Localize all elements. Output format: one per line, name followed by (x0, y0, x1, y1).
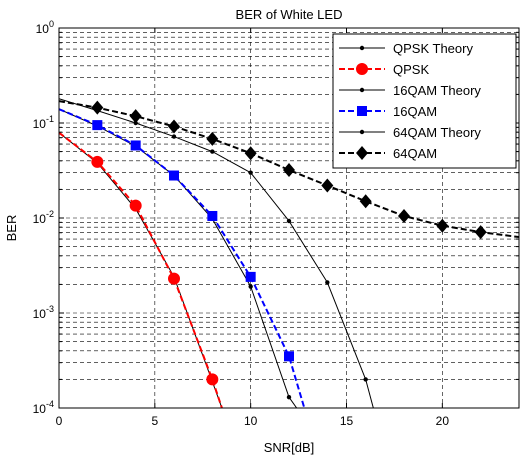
legend-item-64qam-point (356, 146, 368, 160)
series-64qam-theory-point (363, 377, 368, 382)
y-tick-label: 10-1 (33, 114, 54, 131)
series-64qam-point (283, 163, 295, 178)
x-tick-label: 20 (436, 414, 450, 428)
series-64qam-point (398, 208, 410, 223)
series-16qam-point (207, 210, 218, 221)
legend-item-16qam-point (357, 106, 367, 116)
chart-title: BER of White LED (236, 7, 343, 22)
x-tick-label: 0 (56, 414, 63, 428)
series-16qam-theory-point (248, 284, 253, 289)
series-64qam-theory-point (210, 149, 215, 154)
series-64qam-point (129, 109, 142, 124)
series-64qam-theory-point (286, 218, 292, 224)
series-16qam-point (130, 140, 141, 151)
series-qpsk-point (129, 199, 142, 212)
series-16qam-point (92, 120, 103, 131)
x-axis-label: SNR[dB] (264, 440, 315, 455)
series-64qam-theory-point (325, 280, 330, 285)
series-64qam-theory-line (59, 98, 374, 408)
series-64qam (59, 100, 519, 240)
legend-item-16qam-theory-point (359, 87, 365, 93)
series-16qam-point (284, 351, 294, 362)
legend-item-qpsk-theory-point (359, 45, 365, 51)
series-layer (59, 98, 519, 408)
series-16qam-theory-point (286, 394, 292, 400)
legend-item-64qam-theory-point (359, 129, 365, 135)
legend-item-16qam-label: 16QAM (393, 104, 437, 119)
legend-item-16qam-theory-label: 16QAM Theory (393, 83, 481, 98)
series-64qam-point (359, 194, 372, 209)
legend-item-qpsk-point (356, 63, 368, 75)
legend-box (332, 33, 517, 169)
series-64qam-point (321, 178, 334, 193)
series-qpsk-point (91, 155, 104, 168)
series-64qam-theory-point (171, 134, 177, 139)
series-64qam-theory-point (248, 170, 253, 175)
axis-ticks: 0 5 10 15 20 10-4 10-3 10-2 10-1 100 (33, 19, 519, 428)
y-tick-label: 10-4 (33, 399, 54, 416)
series-64qam-point (91, 100, 104, 115)
series-64qam-theory (59, 98, 374, 408)
y-tick-label: 10-2 (33, 209, 54, 226)
series-16qam-line (59, 108, 306, 408)
series-qpsk-point (168, 272, 180, 285)
legend-item-64qam-theory-label: 64QAM Theory (393, 125, 481, 140)
series-16qam (59, 108, 306, 408)
legend-item-qpsk-theory-label: QPSK Theory (393, 41, 473, 56)
legend: QPSK Theory QPSK 16QAM Theory 16QAM 64QAM Th… (332, 33, 517, 169)
series-16qam-point (169, 170, 179, 181)
y-axis-label: BER (4, 215, 19, 242)
y-tick-label: 10-3 (33, 304, 54, 321)
series-64qam-point (436, 218, 449, 233)
series-16qam-point (245, 271, 256, 282)
x-tick-label: 5 (151, 414, 158, 428)
series-64qam-point (168, 119, 180, 134)
x-tick-label: 15 (340, 414, 354, 428)
series-qpsk-point (206, 373, 219, 386)
legend-item-qpsk-label: QPSK (393, 62, 429, 77)
legend-item-64qam-label: 64QAM (393, 146, 437, 161)
series-64qam-point (206, 131, 219, 146)
series-64qam-point (244, 146, 257, 161)
y-tick-label: 100 (36, 19, 54, 36)
x-tick-label: 10 (244, 414, 258, 428)
series-qpsk (59, 131, 223, 408)
series-64qam-point (474, 225, 487, 240)
